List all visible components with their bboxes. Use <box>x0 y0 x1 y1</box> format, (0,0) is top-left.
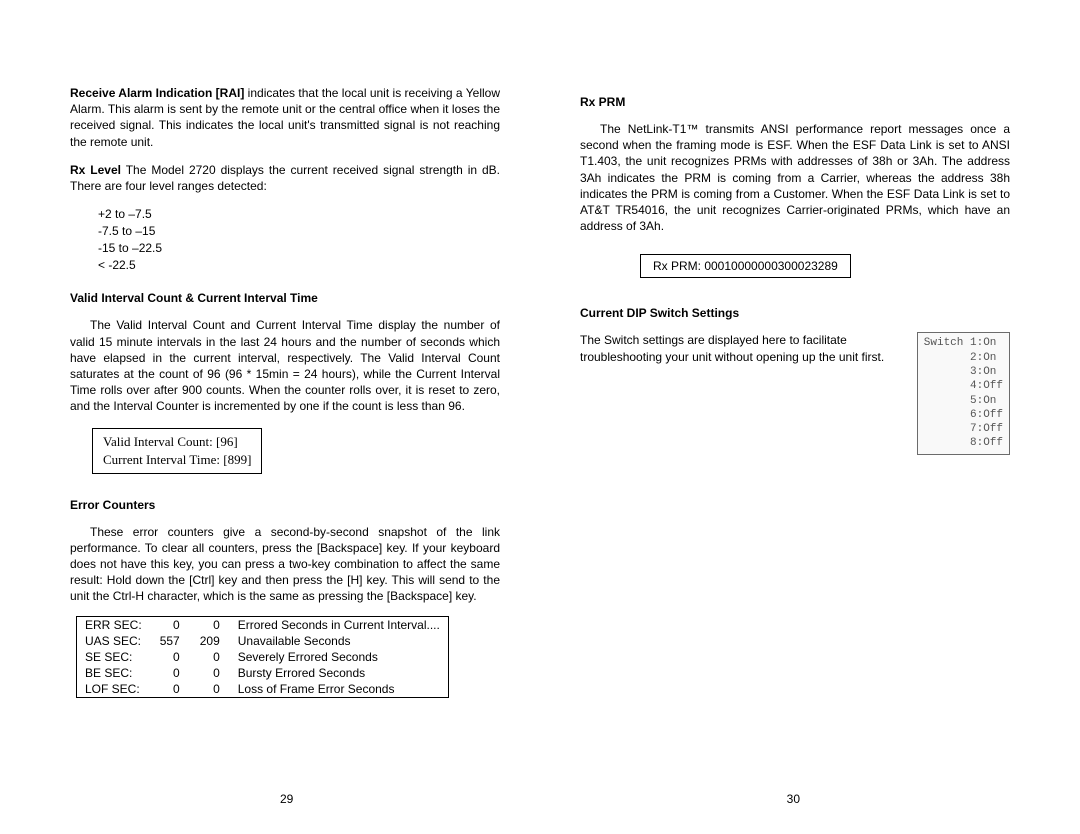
right-column: Rx PRM The NetLink-T1™ transmits ANSI pe… <box>580 85 1010 698</box>
rxprm-heading: Rx PRM <box>580 95 1010 109</box>
rxlevel-heading: Rx Level <box>70 163 121 177</box>
page-number-left: 29 <box>280 792 293 806</box>
err-val2: 0 <box>190 649 230 665</box>
dip-section: The Switch settings are displayed here t… <box>580 332 1010 454</box>
rai-paragraph: Receive Alarm Indication [RAI] indicates… <box>70 85 500 150</box>
table-row: LOF SEC: 0 0 Loss of Frame Error Seconds <box>77 681 449 698</box>
err-val2: 209 <box>190 633 230 649</box>
valid-interval-box: Valid Interval Count: [96] Current Inter… <box>92 428 262 473</box>
range-list: +2 to –7.5 -7.5 to –15 -15 to –22.5 < -2… <box>98 206 500 273</box>
rxprm-box: Rx PRM: 00010000000300023289 <box>640 254 851 278</box>
err-desc: Bursty Errored Seconds <box>230 665 449 681</box>
err-val1: 0 <box>150 665 190 681</box>
err-desc: Loss of Frame Error Seconds <box>230 681 449 698</box>
err-label: UAS SEC: <box>77 633 150 649</box>
dip-switch-box: Switch 1:On 2:On 3:On 4:Off 5:On 6:Off 7… <box>917 332 1010 454</box>
error-counters-heading: Error Counters <box>70 498 500 512</box>
dip-body: The Switch settings are displayed here t… <box>580 332 901 364</box>
err-val2: 0 <box>190 665 230 681</box>
error-counters-table: ERR SEC: 0 0 Errored Seconds in Current … <box>76 616 449 698</box>
err-desc: Severely Errored Seconds <box>230 649 449 665</box>
err-desc: Unavailable Seconds <box>230 633 449 649</box>
rxlevel-paragraph: Rx Level The Model 2720 displays the cur… <box>70 162 500 194</box>
err-label: LOF SEC: <box>77 681 150 698</box>
err-val1: 0 <box>150 681 190 698</box>
err-label: BE SEC: <box>77 665 150 681</box>
page-number-right: 30 <box>787 792 800 806</box>
current-time-line: Current Interval Time: [899] <box>103 451 251 469</box>
error-counters-body: These error counters give a second-by-se… <box>70 524 500 605</box>
table-row: ERR SEC: 0 0 Errored Seconds in Current … <box>77 617 449 634</box>
err-val1: 0 <box>150 649 190 665</box>
err-desc: Errored Seconds in Current Interval.... <box>230 617 449 634</box>
err-label: ERR SEC: <box>77 617 150 634</box>
valid-count-line: Valid Interval Count: [96] <box>103 433 251 451</box>
table-row: BE SEC: 0 0 Bursty Errored Seconds <box>77 665 449 681</box>
err-val1: 557 <box>150 633 190 649</box>
err-val2: 0 <box>190 681 230 698</box>
left-column: Receive Alarm Indication [RAI] indicates… <box>70 85 500 698</box>
valid-interval-heading: Valid Interval Count & Current Interval … <box>70 291 500 305</box>
rxlevel-body: The Model 2720 displays the current rece… <box>70 163 500 193</box>
valid-interval-body: The Valid Interval Count and Current Int… <box>70 317 500 414</box>
err-val2: 0 <box>190 617 230 634</box>
range-item: -7.5 to –15 <box>98 223 500 240</box>
range-item: +2 to –7.5 <box>98 206 500 223</box>
range-item: < -22.5 <box>98 257 500 274</box>
err-val1: 0 <box>150 617 190 634</box>
table-row: UAS SEC: 557 209 Unavailable Seconds <box>77 633 449 649</box>
rxprm-body: The NetLink-T1™ transmits ANSI performan… <box>580 121 1010 234</box>
rai-heading: Receive Alarm Indication [RAI] <box>70 86 244 100</box>
dip-heading: Current DIP Switch Settings <box>580 306 1010 320</box>
err-label: SE SEC: <box>77 649 150 665</box>
table-row: SE SEC: 0 0 Severely Errored Seconds <box>77 649 449 665</box>
range-item: -15 to –22.5 <box>98 240 500 257</box>
